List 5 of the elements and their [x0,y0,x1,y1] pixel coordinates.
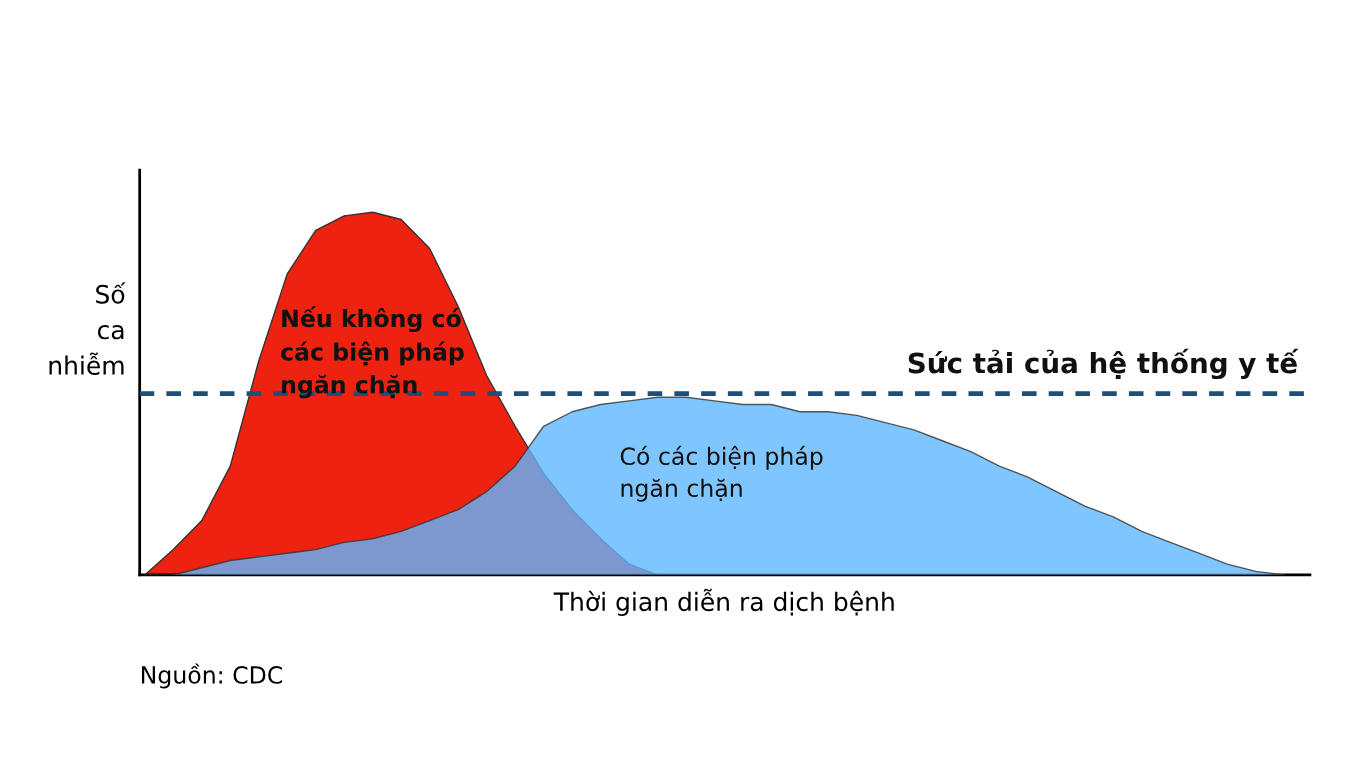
x-axis-title: Thời gian diễn ra dịch bệnh [553,588,894,617]
series-label: Có các biện pháp ngăn chặn [620,445,823,502]
y-axis-title: Số ca nhiễm [49,282,126,375]
ref-line-label: Sức tải của hệ thống y tế [908,348,1299,380]
text: Nguồn: CDC [141,663,283,689]
